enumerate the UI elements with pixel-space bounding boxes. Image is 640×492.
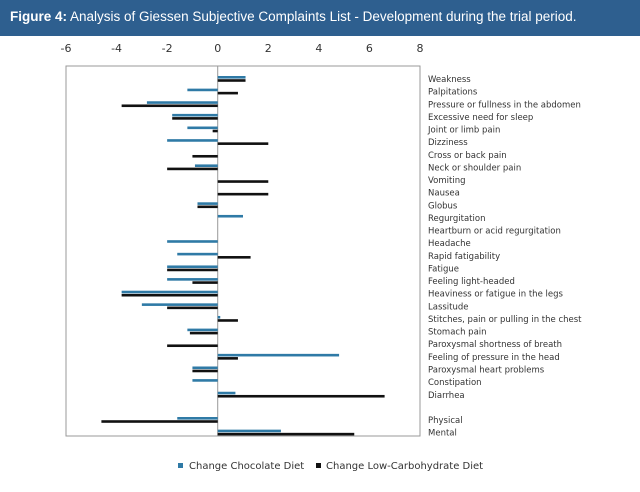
bar-chocolate bbox=[167, 139, 218, 142]
bar-low-carb bbox=[121, 293, 218, 297]
x-tick-label: -2 bbox=[162, 42, 173, 55]
bar-chocolate bbox=[187, 88, 218, 92]
category-label: Cross or back pain bbox=[428, 151, 507, 161]
category-label: Paroxysmal shortness of breath bbox=[428, 340, 562, 350]
bar-chocolate bbox=[187, 328, 218, 332]
bar-chocolate bbox=[141, 303, 218, 306]
category-label: Fatigue bbox=[428, 264, 459, 274]
category-label: Regurgitation bbox=[428, 214, 485, 224]
bar-chocolate bbox=[167, 278, 218, 281]
category-label: Lassitude bbox=[428, 302, 469, 312]
bar-low-carb bbox=[167, 167, 218, 171]
bar-low-carb bbox=[121, 104, 218, 108]
bar-low-carb bbox=[217, 192, 269, 196]
bar-chocolate bbox=[217, 214, 243, 218]
bar-low-carb bbox=[197, 205, 218, 209]
bar-chocolate bbox=[146, 101, 218, 104]
bar-chocolate bbox=[217, 353, 340, 357]
bar-low-carb bbox=[217, 394, 385, 398]
category-label: Rapid fatigability bbox=[428, 252, 500, 262]
bar-chocolate bbox=[194, 164, 218, 168]
category-label: Diarrhea bbox=[428, 391, 465, 401]
bar-low-carb bbox=[167, 306, 218, 310]
figure-title-text: Analysis of Giessen Subjective Complaint… bbox=[70, 9, 577, 24]
category-label: Headache bbox=[428, 239, 471, 249]
category-label: Weakness bbox=[428, 75, 471, 85]
bar-chocolate bbox=[172, 113, 218, 117]
bar-low-carb bbox=[167, 268, 218, 272]
bar-low-carb bbox=[192, 369, 218, 373]
bar-low-carb bbox=[217, 357, 238, 360]
figure-title: Figure 4: Analysis of Giessen Subjective… bbox=[10, 9, 577, 24]
figure-label: Figure 4: bbox=[10, 9, 68, 24]
category-label: Dizziness bbox=[428, 138, 468, 148]
x-tick-label: 6 bbox=[366, 42, 373, 55]
category-label: Nausea bbox=[428, 189, 460, 199]
category-label: Stitches, pain or pulling in the chest bbox=[428, 315, 582, 325]
plot-frame bbox=[65, 65, 421, 437]
category-label: Feeling of pressure in the head bbox=[428, 353, 560, 363]
legend-swatch-chocolate bbox=[178, 463, 183, 468]
category-label: Globus bbox=[428, 201, 458, 211]
category-label: Mental bbox=[428, 429, 457, 439]
x-tick-label: 0 bbox=[214, 42, 221, 55]
category-label: Excessive need for sleep bbox=[428, 113, 533, 123]
category-label: Palpitations bbox=[428, 88, 478, 98]
bar-low-carb bbox=[217, 256, 251, 259]
legend-label-chocolate: Change Chocolate Diet bbox=[189, 461, 304, 472]
bar-low-carb bbox=[212, 129, 218, 133]
category-label: Feeling light-headed bbox=[428, 277, 515, 287]
bar-chocolate bbox=[192, 366, 218, 370]
bar-low-carb bbox=[217, 432, 355, 436]
bar-low-carb bbox=[217, 91, 238, 95]
bar-chocolate bbox=[121, 290, 218, 294]
bar-chocolate bbox=[167, 240, 218, 243]
bar-chocolate bbox=[217, 76, 246, 79]
bar-low-carb bbox=[172, 117, 218, 120]
bar-chocolate bbox=[197, 202, 218, 205]
category-label: Stomach pain bbox=[428, 328, 487, 338]
legend-label-low-carb: Change Low-Carbohydrate Diet bbox=[326, 461, 483, 472]
bar-low-carb bbox=[217, 319, 238, 322]
bar-chocolate bbox=[177, 417, 218, 420]
category-label: Paroxysmal heart problems bbox=[428, 365, 545, 375]
bar-chocolate bbox=[217, 429, 281, 433]
bar-low-carb bbox=[192, 281, 218, 284]
legend-swatch-low-carb bbox=[316, 463, 321, 468]
bar-low-carb bbox=[217, 180, 269, 183]
bar-low-carb bbox=[217, 79, 246, 82]
x-tick-label: -6 bbox=[61, 42, 72, 55]
bar-low-carb bbox=[192, 154, 218, 158]
x-tick-label: 4 bbox=[315, 42, 322, 55]
category-label: Joint or limb pain bbox=[427, 126, 500, 136]
x-tick-label: -4 bbox=[111, 42, 122, 55]
bar-low-carb bbox=[101, 420, 218, 423]
category-label: Neck or shoulder pain bbox=[428, 163, 521, 173]
bar-chocolate bbox=[177, 252, 218, 256]
bar-chocolate bbox=[217, 315, 221, 319]
bar-chocolate bbox=[187, 126, 218, 130]
bar-low-carb bbox=[217, 142, 269, 145]
bar-low-carb bbox=[189, 331, 218, 335]
bar-low-carb bbox=[167, 344, 218, 348]
category-label: Heaviness or fatigue in the legs bbox=[428, 290, 563, 300]
bar-chocolate bbox=[192, 379, 218, 382]
bar-chart: -6 -4 -2 0 2 4 6 8 Weakness Palpitations Pressure … bbox=[61, 42, 583, 472]
category-label: Constipation bbox=[428, 378, 482, 388]
category-label: Pressure or fullness in the abdomen bbox=[428, 100, 581, 110]
bar-chocolate bbox=[167, 265, 218, 269]
category-label: Physical bbox=[428, 416, 463, 426]
category-label: Vomiting bbox=[428, 176, 465, 186]
x-tick-label: 2 bbox=[265, 42, 272, 55]
figure-header: Figure 4: Analysis of Giessen Subjective… bbox=[0, 0, 640, 36]
x-tick-label: 8 bbox=[417, 42, 424, 55]
bar-chocolate bbox=[217, 391, 236, 395]
category-label: Heartburn or acid regurgitation bbox=[428, 227, 561, 237]
